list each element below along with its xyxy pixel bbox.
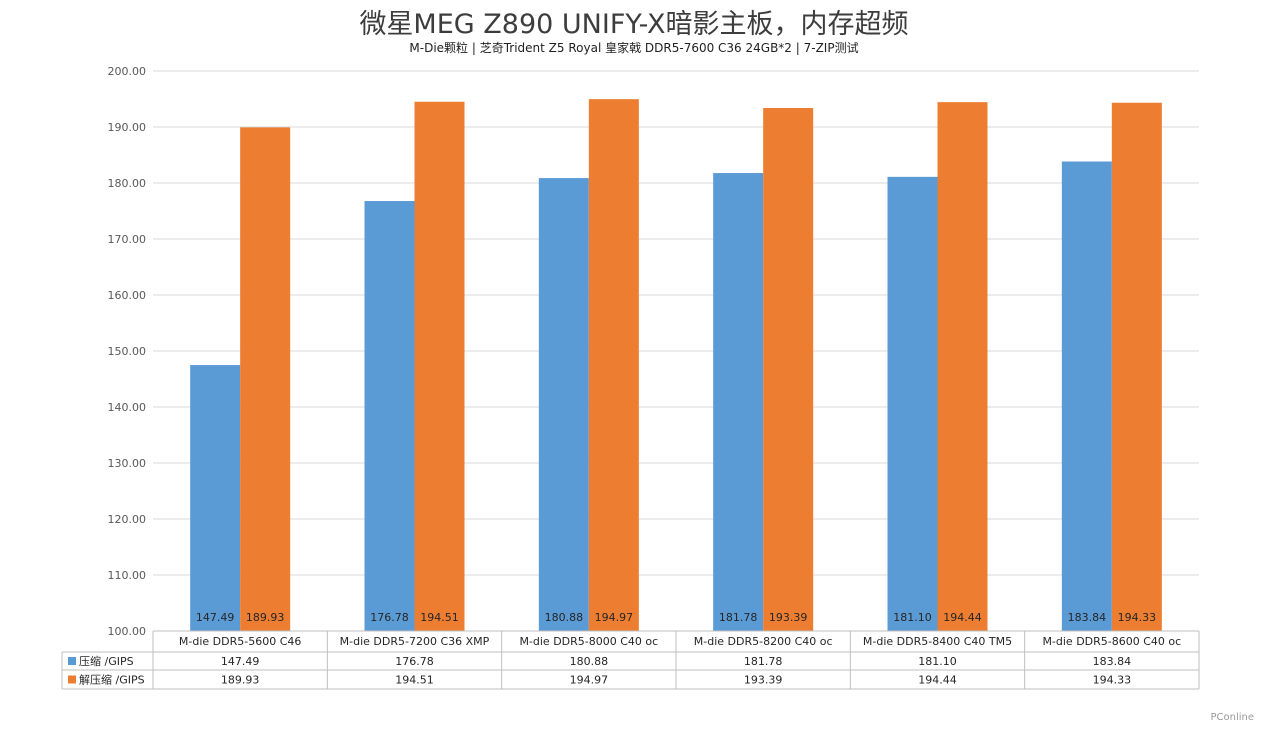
data-table: M-die DDR5-5600 C46 M-die DDR5-7200 C36 X… bbox=[61, 630, 1200, 690]
bar-compress bbox=[713, 173, 764, 632]
x-category-label: M-die DDR5-5600 C46 bbox=[179, 635, 301, 648]
x-category-label: M-die DDR5-8600 C40 oc bbox=[1042, 635, 1181, 648]
bar-decompress bbox=[414, 101, 465, 631]
bar-value-label: 194.97 bbox=[595, 611, 634, 624]
x-category-label: M-die DDR5-8200 C40 oc bbox=[694, 635, 833, 648]
bar-compress bbox=[1061, 161, 1112, 631]
bar-compress bbox=[190, 365, 241, 631]
y-tick-label: 110.00 bbox=[108, 569, 147, 582]
bar-decompress bbox=[763, 108, 814, 632]
chart-subtitle: M-Die颗粒 | 芝奇Trident Z5 Royal 皇家戟 DDR5-76… bbox=[409, 41, 859, 55]
bar-compress bbox=[364, 201, 415, 632]
bar-value-label: 181.78 bbox=[719, 611, 758, 624]
chart-title: 微星MEG Z890 UNIFY-X暗影主板，内存超频 bbox=[359, 9, 909, 40]
table-cell-value: 181.10 bbox=[918, 655, 957, 668]
x-category-label: M-die DDR5-8400 C40 TM5 bbox=[863, 635, 1012, 648]
legend-swatch bbox=[68, 657, 76, 665]
table-cell-value: 194.97 bbox=[570, 674, 609, 687]
table-cell-value: 181.78 bbox=[744, 655, 783, 668]
y-tick-label: 130.00 bbox=[108, 457, 147, 470]
bar-value-label: 181.10 bbox=[893, 611, 932, 624]
bar-decompress bbox=[240, 127, 291, 631]
y-tick-label: 180.00 bbox=[108, 177, 147, 190]
y-tick-label: 150.00 bbox=[108, 345, 147, 358]
table-cell-value: 194.33 bbox=[1093, 674, 1132, 687]
bar-compress bbox=[538, 178, 589, 631]
y-tick-label: 160.00 bbox=[108, 289, 147, 302]
legend-series-name: 解压缩 /GIPS bbox=[79, 673, 145, 687]
y-tick-label: 200.00 bbox=[108, 65, 147, 78]
x-category-label: M-die DDR5-7200 C36 XMP bbox=[340, 635, 490, 648]
watermark: PConline bbox=[1210, 712, 1254, 723]
bar-value-label: 193.39 bbox=[769, 611, 808, 624]
gridlines bbox=[153, 70, 1199, 576]
table-cell-value: 193.39 bbox=[744, 674, 783, 687]
table-cell-value: 183.84 bbox=[1093, 655, 1132, 668]
y-tick-label: 100.00 bbox=[108, 625, 147, 638]
bar-value-label: 189.93 bbox=[246, 611, 285, 624]
table-cell-value: 194.44 bbox=[918, 674, 957, 687]
y-tick-label: 140.00 bbox=[108, 401, 147, 414]
bar-value-label: 194.44 bbox=[943, 611, 982, 624]
x-category-label: M-die DDR5-8000 C40 oc bbox=[519, 635, 658, 648]
y-tick-label: 170.00 bbox=[108, 233, 147, 246]
bar-value-label: 176.78 bbox=[370, 611, 409, 624]
table-cell-value: 180.88 bbox=[570, 655, 609, 668]
bar-decompress bbox=[1111, 102, 1162, 631]
table-cell-value: 147.49 bbox=[221, 655, 260, 668]
y-tick-label: 120.00 bbox=[108, 513, 147, 526]
bars bbox=[190, 99, 1162, 632]
bar-value-label: 194.33 bbox=[1118, 611, 1157, 624]
bar-value-label: 194.51 bbox=[420, 611, 459, 624]
bar-value-label: 147.49 bbox=[196, 611, 235, 624]
y-axis-ticks: 100.00 110.00 120.00 130.00 140.00 150.00 160.… bbox=[108, 65, 147, 638]
legend-series-name: 压缩 /GIPS bbox=[79, 655, 134, 668]
legend-swatch bbox=[68, 675, 76, 684]
bar-value-label: 183.84 bbox=[1068, 611, 1107, 624]
bar-data-labels: 147.49 176.78 180.88 181.78 181.10 183.84 189.… bbox=[196, 611, 1156, 624]
bar-value-label: 180.88 bbox=[545, 611, 584, 624]
table-cell-value: 176.78 bbox=[395, 655, 434, 668]
bar-decompress bbox=[588, 99, 639, 632]
bar-compress bbox=[887, 176, 938, 631]
y-tick-label: 190.00 bbox=[108, 121, 147, 134]
bar-decompress bbox=[937, 102, 988, 632]
table-cell-value: 189.93 bbox=[221, 674, 260, 687]
table-cell-value: 194.51 bbox=[395, 674, 434, 687]
